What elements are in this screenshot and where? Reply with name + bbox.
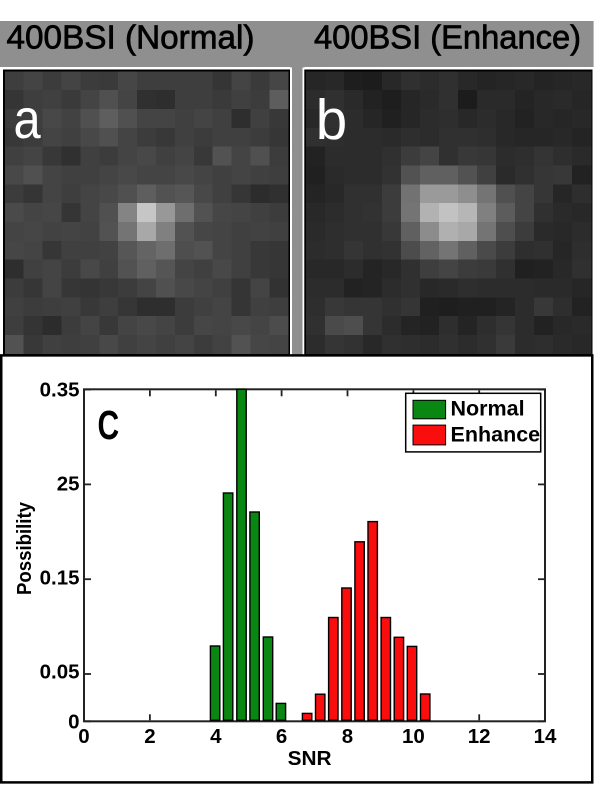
svg-text:14: 14 (534, 725, 557, 748)
svg-text:a: a (14, 89, 42, 151)
svg-text:0.35: 0.35 (40, 379, 80, 402)
svg-text:0: 0 (78, 725, 89, 748)
svg-text:b: b (316, 88, 347, 151)
svg-text:400BSI (Enhance): 400BSI (Enhance) (314, 19, 581, 56)
svg-text:SNR: SNR (288, 747, 332, 770)
svg-text:8: 8 (342, 725, 353, 748)
svg-text:0: 0 (68, 710, 79, 733)
svg-text:0.05: 0.05 (40, 661, 80, 684)
svg-text:C: C (98, 402, 120, 447)
svg-text:400BSI (Normal): 400BSI (Normal) (7, 19, 255, 56)
svg-text:Enhance: Enhance (451, 423, 541, 447)
svg-text:2: 2 (144, 725, 155, 748)
svg-text:Normal: Normal (451, 397, 525, 421)
svg-text:0.15: 0.15 (40, 567, 80, 590)
svg-text:10: 10 (402, 725, 425, 748)
svg-text:12: 12 (468, 725, 491, 748)
svg-text:4: 4 (210, 725, 222, 748)
svg-text:25: 25 (57, 472, 80, 495)
svg-text:Possibility: Possibility (14, 501, 36, 595)
svg-text:6: 6 (276, 725, 287, 748)
